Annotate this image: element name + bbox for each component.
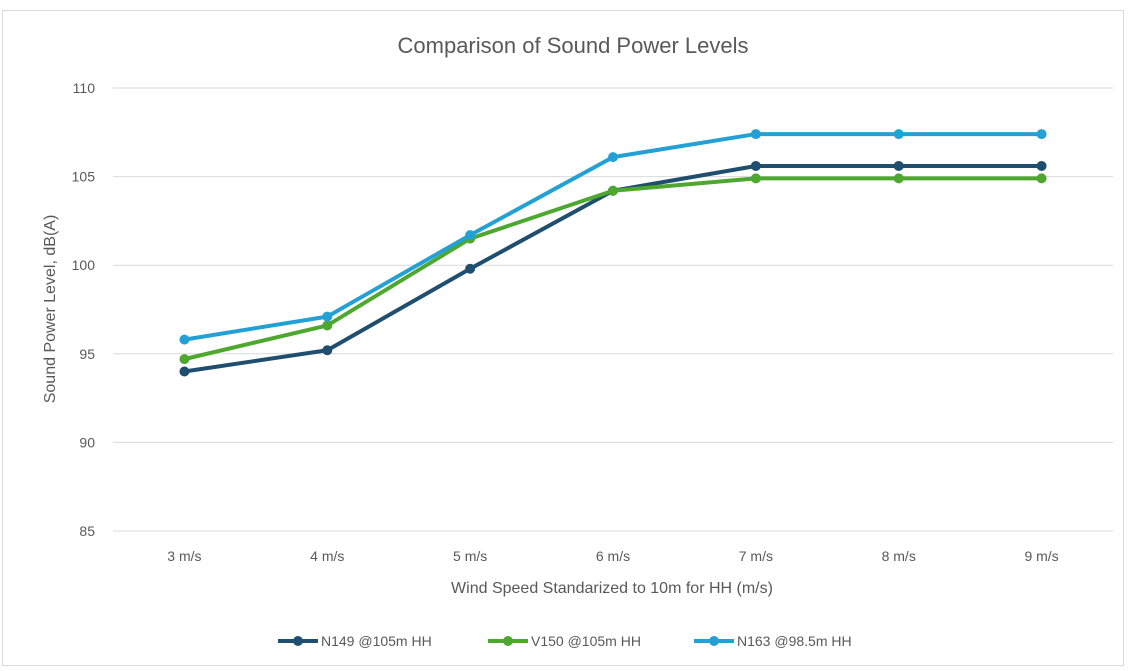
x-tick-label: 3 m/s	[167, 548, 201, 564]
data-point	[465, 230, 476, 241]
legend-label: N163 @98.5m HH	[737, 633, 852, 649]
y-axis-title: Sound Power Level, dB(A)	[42, 215, 59, 404]
y-tick-label: 110	[73, 80, 96, 96]
x-axis-ticks: 3 m/s 4 m/s 5 m/s 6 m/s 7 m/s 8 m/s 9 m/s	[167, 548, 1058, 564]
legend-marker	[709, 636, 719, 646]
gridlines	[113, 87, 1113, 532]
x-axis-title: Wind Speed Standarized to 10m for HH (m/…	[451, 580, 773, 597]
legend-item: N163 @98.5m HH	[694, 633, 852, 649]
x-tick-label: 7 m/s	[739, 548, 773, 564]
y-tick-label: 95	[79, 346, 95, 362]
y-tick-label: 100	[72, 257, 96, 273]
data-point	[750, 160, 761, 171]
data-point	[1036, 160, 1047, 171]
x-tick-label: 6 m/s	[596, 548, 630, 564]
series-group	[179, 173, 1047, 365]
data-point	[465, 263, 476, 274]
data-point	[608, 152, 618, 163]
data-point	[893, 160, 904, 171]
data-point	[179, 354, 190, 365]
y-tick-label: 105	[72, 169, 96, 185]
x-tick-label: 9 m/s	[1024, 548, 1058, 564]
data-point	[893, 129, 904, 140]
y-axis-ticks: 85 90 95 100 105 110	[72, 80, 96, 539]
legend-item: N149 @105m HH	[278, 633, 432, 649]
chart-title: Comparison of Sound Power Levels	[398, 33, 749, 58]
data-point	[179, 334, 190, 345]
legend: N149 @105m HH V150 @105m HH N163 @98.5m HH	[278, 633, 852, 649]
series-line	[182, 176, 1044, 362]
data-point	[1036, 173, 1047, 184]
x-tick-label: 5 m/s	[453, 548, 487, 564]
legend-label: V150 @105m HH	[531, 633, 641, 649]
legend-item: V150 @105m HH	[488, 633, 641, 649]
y-tick-label: 90	[79, 434, 95, 450]
data-point	[322, 320, 333, 331]
series-line	[182, 163, 1044, 374]
series-group	[179, 129, 1047, 345]
legend-marker	[293, 636, 303, 646]
x-tick-label: 4 m/s	[310, 548, 344, 564]
y-tick-label: 85	[79, 523, 95, 539]
data-point	[1036, 129, 1047, 140]
x-tick-label: 8 m/s	[882, 548, 916, 564]
data-point	[893, 173, 904, 184]
series-lines	[179, 129, 1047, 377]
data-point	[322, 345, 333, 356]
data-point	[179, 366, 190, 377]
data-point	[322, 311, 333, 322]
data-point	[750, 173, 761, 184]
data-point	[608, 185, 618, 196]
data-point	[750, 129, 761, 140]
legend-marker	[503, 636, 513, 646]
legend-label: N149 @105m HH	[321, 633, 432, 649]
